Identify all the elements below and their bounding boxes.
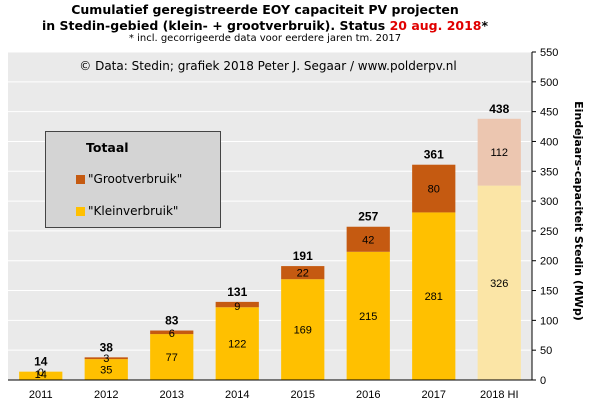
bar-kleinverbruik xyxy=(346,251,390,380)
y-tick-label: 500 xyxy=(540,77,558,89)
bar-kleinverbruik xyxy=(477,185,521,380)
data-label-total: 131 xyxy=(227,285,247,299)
data-label-kleinverbruik: 77 xyxy=(166,352,178,364)
bar-kleinverbruik xyxy=(150,334,194,380)
title-line-2: in Stedin-gebied (klein- + grootverbruik… xyxy=(0,18,530,34)
bar-grootverbruik xyxy=(281,266,325,280)
legend-item-kleinverbruik: "Kleinverbruik" xyxy=(76,204,178,218)
bars xyxy=(19,118,521,380)
data-label-kleinverbruik: 281 xyxy=(425,291,443,303)
x-tick-label: 2017 xyxy=(422,389,446,401)
x-tick-label: 2016 xyxy=(356,389,380,401)
data-label-total: 191 xyxy=(293,249,313,263)
data-label-kleinverbruik: 169 xyxy=(294,325,312,337)
bar-kleinverbruik xyxy=(84,359,128,380)
data-label-total: 83 xyxy=(165,314,179,328)
data-label-grootverbruik: 22 xyxy=(297,268,309,280)
x-tick-label: 2013 xyxy=(160,389,184,401)
data-label-total: 257 xyxy=(358,210,378,224)
bar-kleinverbruik xyxy=(215,307,259,380)
data-label-grootverbruik: 0 xyxy=(38,367,44,379)
y-tick-label: 350 xyxy=(540,166,558,178)
data-label-total: 361 xyxy=(424,148,444,162)
y-tick-label: 200 xyxy=(540,256,558,268)
y-tick-label: 0 xyxy=(540,375,546,387)
data-label-grootverbruik: 6 xyxy=(169,328,175,340)
y-tick-label: 150 xyxy=(540,286,558,298)
source-annotation: © Data: Stedin; grafiek 2018 Peter J. Se… xyxy=(79,59,456,73)
bar-grootverbruik xyxy=(477,118,521,186)
data-label-total: 14 xyxy=(34,355,48,369)
bar-kleinverbruik xyxy=(412,212,456,380)
x-tick-label: 2014 xyxy=(225,389,249,401)
y-tick-label: 400 xyxy=(540,136,558,148)
y-tick-label: 300 xyxy=(540,196,558,208)
legend-label-kleinverbruik: "Kleinverbruik" xyxy=(88,204,179,218)
legend: Totaal "Grootverbruik" "Kleinverbruik" xyxy=(45,131,221,228)
data-label-grootverbruik: 3 xyxy=(103,353,109,365)
chart-subtitle: * incl. gecorrigeerde data voor eerdere … xyxy=(128,33,402,44)
x-tick-label: 2012 xyxy=(94,389,118,401)
legend-swatch-kleinverbruik xyxy=(76,207,85,216)
legend-item-grootverbruik: "Grootverbruik" xyxy=(76,172,182,186)
y-tick-label: 450 xyxy=(540,107,558,119)
y-axis-label: Eindejaars-capaciteit Stedin (MWp) xyxy=(572,101,585,321)
x-tick-label: 2015 xyxy=(291,389,315,401)
data-label-kleinverbruik: 14 xyxy=(35,369,47,381)
bar-kleinverbruik xyxy=(281,279,325,380)
legend-label-grootverbruik: "Grootverbruik" xyxy=(88,172,183,186)
bar-kleinverbruik xyxy=(19,371,63,380)
legend-swatch-grootverbruik xyxy=(76,175,85,184)
title-line-1: Cumulatief geregistreerde EOY capaciteit… xyxy=(71,2,459,17)
x-tick-label: 2018 HI xyxy=(480,389,519,401)
status-date: 20 aug. 2018 xyxy=(389,18,482,33)
legend-title: Totaal xyxy=(86,140,129,155)
chart-title: Cumulatief geregistreerde EOY capaciteit… xyxy=(0,2,530,34)
data-label-grootverbruik: 42 xyxy=(362,234,374,246)
bar-grootverbruik xyxy=(215,301,259,308)
y-tick-label: 550 xyxy=(540,47,558,59)
data-label-grootverbruik: 80 xyxy=(428,184,440,196)
y-tick-label: 100 xyxy=(540,315,558,327)
data-label-kleinverbruik: 215 xyxy=(359,311,377,323)
title-line-2-prefix: in Stedin-gebied (klein- + grootverbruik… xyxy=(41,18,390,33)
data-label-total: 438 xyxy=(489,102,509,116)
y-tick-label: 50 xyxy=(540,345,552,357)
data-label-grootverbruik: 9 xyxy=(234,301,240,313)
title-line-2-suffix: * xyxy=(481,18,489,33)
data-label-total: 38 xyxy=(100,340,114,354)
bar-grootverbruik xyxy=(150,330,194,335)
data-label-kleinverbruik: 35 xyxy=(100,365,112,377)
bar-grootverbruik xyxy=(412,164,456,213)
x-tick-label: 2011 xyxy=(29,389,53,401)
data-label-kleinverbruik: 326 xyxy=(490,278,508,290)
bar-grootverbruik xyxy=(346,226,390,252)
data-label-grootverbruik: 112 xyxy=(490,147,508,159)
y-tick-label: 250 xyxy=(540,226,558,238)
data-label-kleinverbruik: 122 xyxy=(228,339,246,351)
bar-grootverbruik xyxy=(84,357,128,360)
